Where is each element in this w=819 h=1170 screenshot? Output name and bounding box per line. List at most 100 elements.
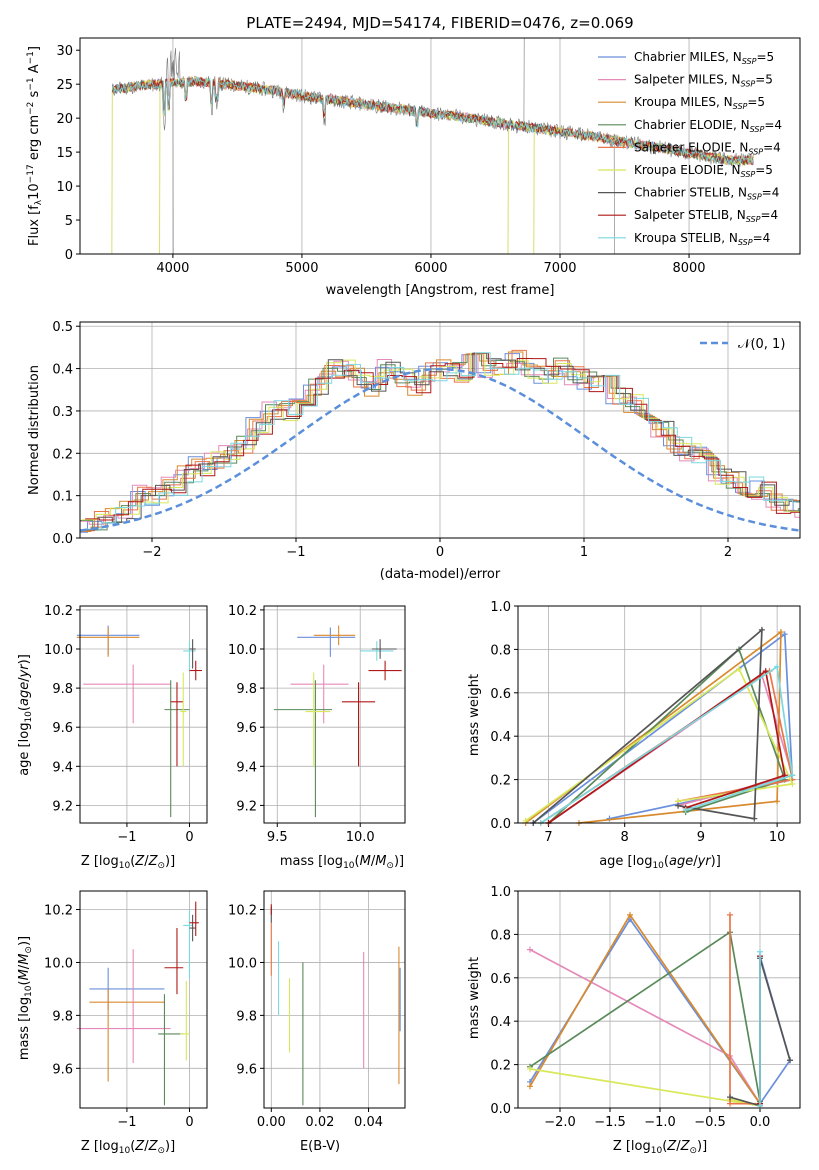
legend-label: Chabrier MILES, NSSP=5 (634, 50, 774, 66)
age-vs-z-marks (76, 625, 202, 818)
age-vs-z-xlabel: Z [log10(Z/Z⊙)] (81, 854, 175, 871)
weight-vs-age-ytick-label: 1.0 (490, 600, 511, 615)
weight-vs-z-frame (517, 890, 801, 1109)
weight-z-marker (727, 1094, 733, 1101)
mass-vs-z-ytick-label: 9.8 (52, 1009, 73, 1024)
weight-vs-age-xtick-label: 9 (697, 830, 705, 845)
weight-vs-age-frame (517, 605, 801, 824)
histogram-ytick-label: 0.3 (52, 405, 73, 420)
age-vs-mass-ytick-label: 10.0 (228, 643, 257, 658)
age-vs-mass-ytick-label: 9.8 (236, 682, 257, 697)
mass-vs-ebv-ytick-label: 10.0 (228, 956, 257, 971)
weight-vs-z-xtick-label: −1.5 (594, 1115, 626, 1130)
weight-z-line (529, 1068, 761, 1107)
weight-vs-z-ytick-label: 1.0 (490, 885, 511, 900)
age-vs-mass-xtick-label: 9.5 (267, 830, 288, 845)
weight-vs-age-xtick-label: 7 (544, 830, 552, 845)
histogram-steps (79, 349, 801, 533)
weight-vs-z-xtick-label: −0.5 (694, 1115, 726, 1130)
spectrum-ytick-label: 5 (65, 214, 73, 229)
weight-vs-age-ytick-label: 0.8 (490, 643, 511, 658)
spectrum-xtick-label: 4000 (156, 261, 189, 276)
spectrum-ytick-label: 25 (56, 78, 73, 93)
age-vs-mass-xlabel: mass [log10(M/M⊙)] (280, 854, 404, 871)
mass-vs-ebv-frame (263, 890, 406, 1109)
weight-age-marker (675, 802, 682, 809)
mass-vs-ebv-xtick-label: 0.00 (257, 1115, 286, 1130)
histogram-step (86, 352, 800, 530)
weight-age-line (548, 669, 786, 824)
weight-age-marker (789, 780, 796, 787)
age-vs-z-xtick-label: −1 (117, 830, 136, 845)
weight-z-marker (787, 1057, 793, 1064)
legend-label: Salpeter ELODIE, NSSP=4 (634, 140, 781, 156)
age-vs-mass-ytick-label: 10.2 (228, 604, 257, 619)
spectrum-axes-frame (79, 37, 801, 255)
weight-vs-z-ylabel: mass weight (467, 957, 482, 1039)
spectrum-title: PLATE=2494, MJD=54174, FIBERID=0476, z=0… (246, 14, 633, 32)
age-vs-z-xtick-label: 0 (185, 830, 193, 845)
weight-age-marker (774, 798, 781, 805)
histogram-ytick-label: 0.1 (52, 490, 73, 505)
mass-vs-z-xtick-label: −1 (117, 1115, 136, 1130)
weight-vs-z-ytick-label: 0.2 (490, 1059, 511, 1074)
weight-vs-z-ytick-label: 0.4 (490, 1015, 511, 1030)
mass-vs-z-xtick-label: 0 (185, 1115, 193, 1130)
histogram-ytick-label: 0.5 (52, 320, 73, 335)
weight-vs-age-xtick-label: 10 (769, 830, 786, 845)
weight-age-marker (751, 815, 758, 822)
age-vs-mass-ytick-label: 9.4 (236, 760, 257, 775)
histogram-xtick-label: −2 (142, 545, 161, 560)
mass-vs-z-xlabel: Z [log10(Z/Z⊙)] (81, 1139, 175, 1156)
weight-z-marker (527, 946, 533, 953)
spectrum-xlabel: wavelength [Angstrom, rest frame] (326, 283, 555, 298)
weight-age-line (532, 632, 794, 824)
age-vs-z-ytick-label: 9.4 (52, 760, 73, 775)
legend-label: Chabrier ELODIE, NSSP=4 (634, 118, 782, 134)
age-vs-z-ytick-label: 10.0 (44, 643, 73, 658)
weight-vs-z-xtick-label: −1.0 (644, 1115, 676, 1130)
histogram-step (80, 349, 800, 532)
weight-vs-z-xlabel: Z [log10(Z/Z⊙)] (613, 1139, 707, 1156)
age-vs-z-ytick-label: 9.8 (52, 682, 73, 697)
mass-vs-ebv-xtick-label: 0.04 (354, 1115, 383, 1130)
age-vs-mass-frame (263, 605, 406, 824)
weight-age-marker (774, 663, 781, 670)
age-vs-mass: 9.5 10.0 9.2 9.4 9.6 9.8 10.0 10.2 (228, 604, 406, 845)
weight-vs-z-ytick-label: 0.0 (490, 1102, 511, 1117)
spectrum-ytick-label: 30 (56, 44, 73, 59)
age-vs-z-ytick-label: 9.2 (52, 799, 73, 814)
histogram-panel: −2 −1 0 1 2 0.0 0.1 0.2 0.3 0.4 0.5 (data-model)/e… (27, 320, 801, 582)
legend-label: Kroupa ELODIE, NSSP=5 (634, 163, 773, 179)
weight-z-marker (627, 911, 633, 918)
weight-z-marker (527, 1065, 533, 1072)
weight-z-marker (727, 1100, 733, 1107)
weight-vs-age-xtick-label: 8 (621, 830, 629, 845)
weight-z-marker (757, 948, 763, 955)
spectrum-ytick-label: 0 (65, 248, 73, 263)
weight-z-line (529, 913, 761, 1105)
histogram-xtick-label: 2 (724, 545, 732, 560)
histogram-xlabel: (data-model)/error (380, 567, 501, 582)
weight-age-line (540, 665, 794, 824)
age-vs-mass-ytick-label: 9.2 (236, 799, 257, 814)
weight-vs-age-ytick-label: 0.2 (490, 774, 511, 789)
weight-vs-age: 7 8 9 10 0.0 0.2 0.4 0.6 0.8 1.0 (490, 600, 801, 845)
spectrum-ytick-label: 20 (56, 112, 73, 127)
histogram-ylabel: Normed distribution (27, 365, 42, 495)
histogram-ytick-label: 0.4 (52, 363, 73, 378)
histogram-xtick-label: −1 (286, 545, 305, 560)
mass-vs-ebv-ytick-label: 10.2 (228, 904, 257, 919)
weight-age-marker (781, 631, 788, 638)
spectrum-panel: PLATE=2494, MJD=54174, FIBERID=0476, z=0… (26, 14, 801, 298)
spectrum-ytick-label: 10 (56, 180, 73, 195)
age-vs-z-frame (79, 605, 208, 824)
histogram-ytick-label: 0.0 (52, 532, 73, 547)
weight-vs-z-xtick-label: 0.0 (750, 1115, 771, 1130)
age-vs-z: −1 0 9.2 9.4 9.6 9.8 10.0 10.2 (44, 604, 208, 845)
spectrum-legend: Chabrier MILES, NSSP=5 Salpeter MILES, NS… (598, 50, 782, 247)
legend-label: Kroupa MILES, NSSP=5 (634, 95, 765, 111)
mass-vs-ebv-xlabel: E(B-V) (300, 1139, 340, 1154)
mass-vs-ebv-xtick-label: 0.02 (305, 1115, 334, 1130)
spectrum-xtick-label: 5000 (285, 261, 318, 276)
